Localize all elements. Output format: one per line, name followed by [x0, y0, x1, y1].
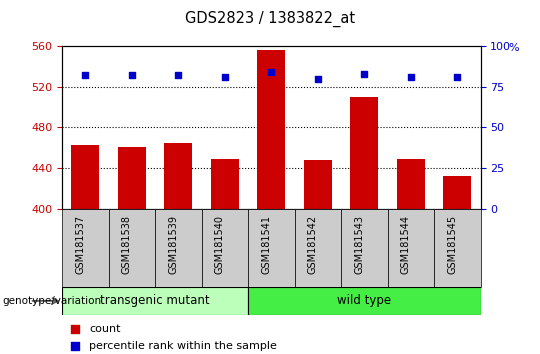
Bar — [341, 209, 388, 287]
Point — [127, 73, 136, 78]
Text: percentile rank within the sample: percentile rank within the sample — [89, 341, 277, 351]
Bar — [201, 209, 248, 287]
Text: transgenic mutant: transgenic mutant — [100, 295, 210, 307]
Point — [70, 326, 79, 331]
Text: GDS2823 / 1383822_at: GDS2823 / 1383822_at — [185, 11, 355, 27]
Point — [174, 73, 183, 78]
Bar — [109, 209, 155, 287]
Point — [81, 73, 90, 78]
Text: count: count — [89, 324, 121, 333]
Bar — [62, 209, 109, 287]
Point — [267, 69, 276, 75]
Text: GSM181538: GSM181538 — [122, 215, 132, 274]
Text: GSM181540: GSM181540 — [215, 215, 225, 274]
Bar — [397, 159, 425, 209]
Point — [70, 343, 79, 349]
Bar — [350, 97, 379, 209]
Point — [453, 74, 462, 80]
Bar — [304, 160, 332, 209]
Point — [407, 74, 415, 80]
Text: GSM181539: GSM181539 — [168, 215, 178, 274]
Bar — [71, 145, 99, 209]
Text: genotype/variation: genotype/variation — [3, 296, 102, 306]
Text: GSM181545: GSM181545 — [447, 215, 457, 274]
Bar — [118, 147, 146, 209]
Point — [314, 76, 322, 81]
Bar — [258, 50, 285, 209]
Text: wild type: wild type — [338, 295, 392, 307]
Text: GSM181541: GSM181541 — [261, 215, 272, 274]
Bar — [62, 287, 248, 315]
Point — [220, 74, 229, 80]
Text: GSM181542: GSM181542 — [308, 215, 318, 274]
Bar — [164, 143, 192, 209]
Bar — [248, 287, 481, 315]
Bar — [155, 209, 201, 287]
Text: GSM181544: GSM181544 — [401, 215, 411, 274]
Text: GSM181537: GSM181537 — [76, 215, 85, 274]
Bar — [434, 209, 481, 287]
Bar — [388, 209, 434, 287]
Y-axis label: %: % — [509, 43, 519, 53]
Bar — [211, 159, 239, 209]
Point — [360, 71, 369, 76]
Text: GSM181543: GSM181543 — [354, 215, 364, 274]
Bar — [248, 209, 295, 287]
Bar — [443, 176, 471, 209]
Bar — [295, 209, 341, 287]
